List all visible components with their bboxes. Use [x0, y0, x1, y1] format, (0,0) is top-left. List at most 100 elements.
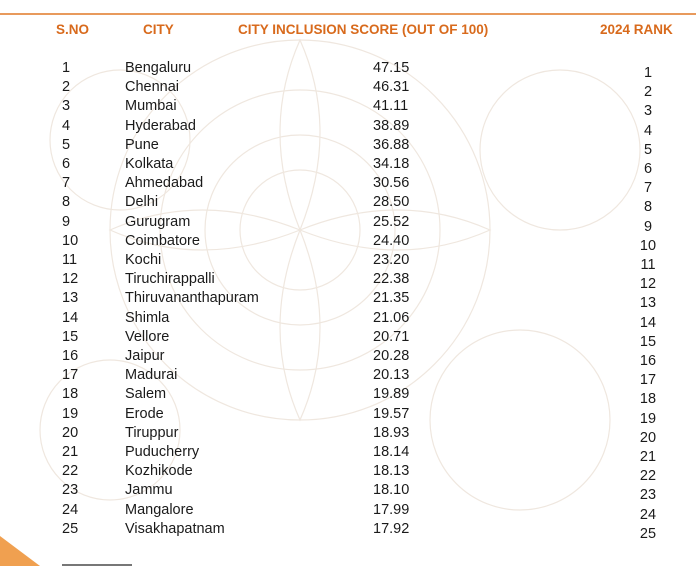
- cell-rank: 6: [643, 161, 653, 177]
- table-row: 23 Jammu 18.10 23: [0, 482, 696, 504]
- cell-sno: 22: [62, 463, 79, 480]
- cell-rank: 20: [639, 429, 657, 446]
- cell-score: 21.06: [373, 309, 410, 326]
- cell-score: 41.11: [373, 98, 409, 115]
- header-city: CITY: [143, 22, 174, 37]
- cell-rank: 1: [643, 65, 653, 81]
- cell-city: Erode: [125, 405, 164, 422]
- cell-sno: 3: [62, 98, 71, 115]
- table-row: 19 Erode 19.57 19: [0, 405, 696, 427]
- cell-sno: 20: [62, 424, 79, 441]
- cell-rank: 19: [639, 410, 657, 427]
- header-rank: 2024 RANK: [600, 22, 673, 37]
- cell-score: 46.31: [373, 79, 410, 96]
- table-row: 6 Kolkata 34.18 6: [0, 156, 696, 177]
- cell-rank: 13: [639, 295, 657, 312]
- cell-sno: 19: [62, 405, 79, 422]
- cell-city: Kochi: [125, 252, 162, 268]
- cell-score: 25.52: [373, 213, 410, 230]
- cell-rank: 14: [639, 314, 657, 331]
- cell-rank: 23: [639, 487, 657, 504]
- table-row: 4 Hyderabad 38.89 4: [0, 117, 696, 139]
- cell-city: Chennai: [125, 79, 180, 96]
- cell-city: Delhi: [125, 194, 159, 211]
- page-edge-mark: [62, 564, 132, 566]
- cell-rank: 15: [639, 333, 657, 350]
- table-row: 15 Vellore 20.71 15: [0, 328, 696, 350]
- cell-city: Hyderabad: [125, 117, 196, 134]
- cell-rank: 3: [643, 103, 653, 120]
- cell-city: Mangalore: [125, 501, 194, 518]
- table-row: 5 Pune 36.88 5: [0, 136, 696, 158]
- cell-sno: 16: [62, 348, 79, 364]
- cell-city: Jaipur: [125, 348, 165, 364]
- cell-sno: 6: [62, 156, 71, 172]
- cell-rank: 8: [643, 199, 653, 216]
- cell-city: Vellore: [125, 328, 170, 345]
- cell-sno: 15: [62, 328, 79, 345]
- cell-city: Salem: [125, 386, 167, 403]
- table-row: 7 Ahmedabad 30.56 7: [0, 175, 696, 197]
- cell-score: 20.71: [373, 328, 410, 345]
- cell-score: 18.13: [373, 463, 410, 480]
- cell-rank: 25: [639, 525, 657, 542]
- cell-city: Puducherry: [125, 444, 200, 460]
- table-row: 1 Bengaluru 47.15 1: [0, 60, 696, 81]
- cell-sno: 1: [62, 60, 71, 76]
- cell-city: Bengaluru: [125, 60, 192, 76]
- cell-city: Gurugram: [125, 213, 191, 230]
- cell-score: 19.57: [373, 405, 410, 422]
- cell-score: 18.10: [373, 482, 410, 499]
- table-row: 18 Salem 19.89 18: [0, 386, 696, 408]
- cell-score: 17.92: [373, 520, 410, 537]
- header-score: CITY INCLUSION SCORE (OUT OF 100): [238, 22, 489, 37]
- table-row: 9 Gurugram 25.52 9: [0, 213, 696, 235]
- cell-rank: 17: [639, 372, 657, 389]
- cell-city: Jammu: [125, 482, 173, 499]
- cell-score: 20.13: [373, 367, 410, 384]
- table-row: 8 Delhi 28.50 8: [0, 194, 696, 216]
- cell-sno: 10: [62, 232, 79, 249]
- cell-score: 20.28: [373, 348, 410, 364]
- table-row: 14 Shimla 21.06 14: [0, 309, 696, 331]
- cell-sno: 2: [62, 79, 71, 96]
- cell-sno: 24: [62, 501, 79, 518]
- table-row: 13 Thiruvananthapuram 21.35 13: [0, 290, 696, 312]
- cell-score: 34.18: [373, 156, 410, 172]
- cell-sno: 11: [62, 252, 78, 268]
- cell-sno: 8: [62, 194, 71, 211]
- cell-rank: 21: [639, 449, 657, 465]
- cell-rank: 22: [639, 468, 657, 485]
- table-row: 2 Chennai 46.31 2: [0, 79, 696, 101]
- cell-city: Mumbai: [125, 98, 177, 115]
- cell-rank: 2: [643, 84, 653, 101]
- cell-score: 22.38: [373, 271, 410, 288]
- cell-score: 30.56: [373, 175, 410, 192]
- table-row: 25 Visakhapatnam 17.92 25: [0, 520, 696, 542]
- corner-accent: [0, 536, 40, 566]
- cell-sno: 14: [62, 309, 79, 326]
- cell-sno: 21: [62, 444, 79, 460]
- cell-rank: 5: [643, 141, 653, 158]
- cell-city: Kozhikode: [125, 463, 193, 480]
- cell-city: Coimbatore: [125, 232, 200, 249]
- cell-city: Ahmedabad: [125, 175, 204, 192]
- cell-rank: 12: [639, 276, 657, 293]
- cell-score: 47.15: [373, 60, 410, 76]
- cell-city: Visakhapatnam: [125, 520, 225, 537]
- table-row: 10 Coimbatore 24.40 10: [0, 232, 696, 254]
- cell-rank: 4: [643, 122, 653, 139]
- cell-rank: 10: [639, 237, 657, 254]
- cell-sno: 17: [62, 367, 79, 384]
- cell-sno: 5: [62, 136, 71, 153]
- table-row: 20 Tiruppur 18.93 20: [0, 424, 696, 446]
- table-row: 3 Mumbai 41.11 3: [0, 98, 696, 120]
- table-row: 22 Kozhikode 18.13 22: [0, 463, 696, 485]
- cell-rank: 18: [639, 391, 657, 408]
- cell-city: Tiruppur: [125, 424, 179, 441]
- cell-sno: 23: [62, 482, 79, 499]
- cell-rank: 7: [643, 180, 653, 197]
- cell-score: 28.50: [373, 194, 410, 211]
- cell-score: 17.99: [373, 501, 410, 518]
